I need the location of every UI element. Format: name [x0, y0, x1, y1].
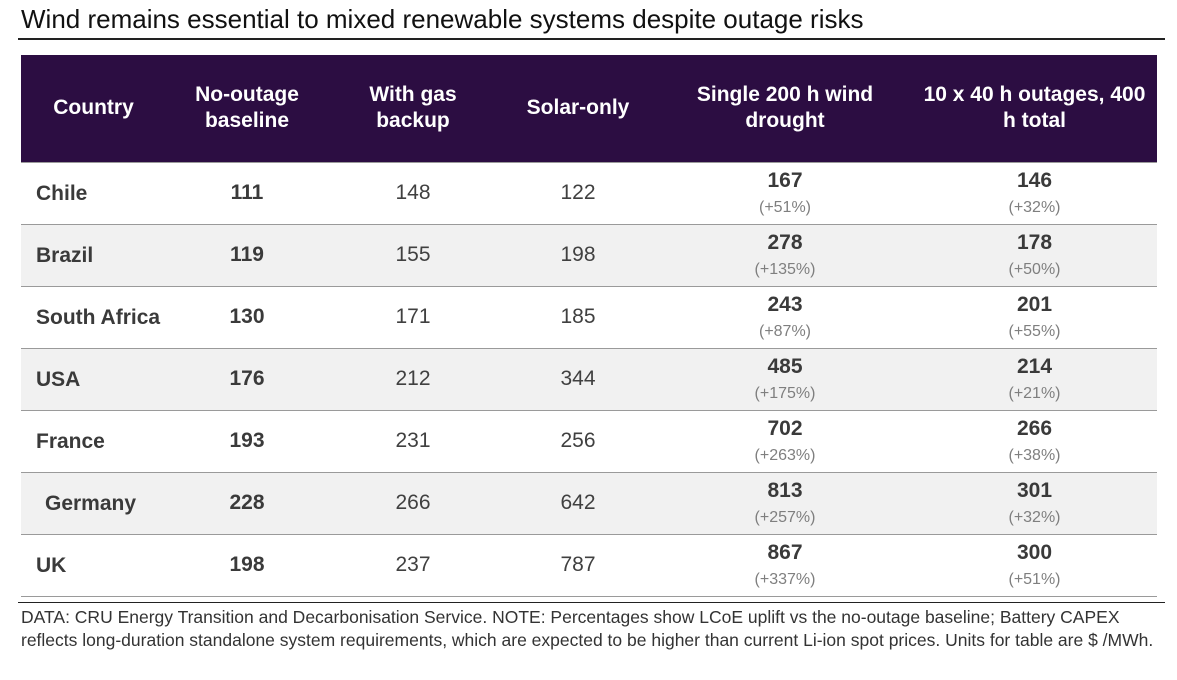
outages-value: 146: [1016, 168, 1053, 192]
baseline-cell: 130: [166, 286, 328, 349]
country-cell: France: [21, 410, 166, 473]
wind-drought-uplift: (+135%): [754, 260, 816, 278]
outages-cell: 301 (+32%): [912, 472, 1157, 535]
solar-only-cell: 185: [498, 286, 658, 349]
wind-drought-value: 278: [767, 230, 803, 254]
table-header-row: Country No-outage baseline With gas back…: [21, 55, 1157, 162]
wind-drought-cell: 243 (+87%): [658, 286, 912, 349]
title-divider: [18, 38, 1165, 40]
country-cell: USA: [21, 348, 166, 411]
column-header-gas-backup: With gas backup: [328, 55, 498, 162]
gas-backup-cell: 212: [328, 348, 498, 411]
table-row: UK 198 237 787 867 (+337%) 300 (+51%): [21, 534, 1157, 597]
wind-drought-uplift: (+51%): [758, 198, 812, 216]
baseline-cell: 198: [166, 534, 328, 597]
wind-drought-value: 813: [767, 478, 803, 502]
wind-drought-cell: 167 (+51%): [658, 161, 912, 225]
footnote-divider: [18, 602, 1165, 603]
gas-backup-cell: 231: [328, 410, 498, 473]
outages-uplift: (+51%): [1008, 570, 1061, 588]
column-header-country: Country: [21, 55, 166, 162]
wind-drought-cell: 813 (+257%): [658, 472, 912, 535]
country-cell: Brazil: [21, 224, 166, 287]
wind-drought-uplift: (+337%): [754, 570, 816, 588]
footnote: DATA: CRU Energy Transition and Decarbon…: [21, 607, 1154, 650]
baseline-cell: 176: [166, 348, 328, 411]
solar-only-cell: 256: [498, 410, 658, 473]
table-row: Germany 228 266 642 813 (+257%) 301 (+32…: [21, 472, 1157, 535]
gas-backup-cell: 266: [328, 472, 498, 535]
country-cell: UK: [21, 534, 166, 597]
column-header-wind-drought: Single 200 h wind drought: [658, 55, 912, 162]
wind-drought-uplift: (+257%): [754, 508, 816, 526]
outages-uplift: (+38%): [1008, 446, 1061, 464]
solar-only-cell: 122: [498, 161, 658, 225]
gas-backup-cell: 155: [328, 224, 498, 287]
solar-only-cell: 344: [498, 348, 658, 411]
wind-drought-uplift: (+263%): [754, 446, 816, 464]
wind-drought-uplift: (+87%): [758, 322, 812, 340]
baseline-cell: 228: [166, 472, 328, 535]
country-cell: Germany: [21, 472, 166, 535]
wind-drought-cell: 702 (+263%): [658, 410, 912, 473]
wind-drought-uplift: (+175%): [754, 384, 816, 402]
column-header-solar-only: Solar-only: [498, 55, 658, 162]
outages-value: 214: [1016, 354, 1053, 378]
wind-drought-value: 167: [767, 168, 803, 192]
outages-value: 301: [1016, 478, 1053, 502]
outages-cell: 266 (+38%): [912, 410, 1157, 473]
table-row: France 193 231 256 702 (+263%) 266 (+38%…: [21, 410, 1157, 473]
outages-value: 300: [1016, 540, 1053, 564]
chart-title: Wind remains essential to mixed renewabl…: [21, 4, 864, 34]
wind-drought-value: 485: [767, 354, 803, 378]
outages-uplift: (+32%): [1008, 198, 1061, 216]
wind-drought-value: 867: [767, 540, 803, 564]
solar-only-cell: 198: [498, 224, 658, 287]
outages-value: 266: [1016, 416, 1053, 440]
outages-uplift: (+50%): [1008, 260, 1061, 278]
wind-drought-cell: 278 (+135%): [658, 224, 912, 287]
baseline-cell: 119: [166, 224, 328, 287]
outages-uplift: (+32%): [1008, 508, 1061, 526]
cost-table: Country No-outage baseline With gas back…: [21, 55, 1157, 597]
outages-value: 178: [1016, 230, 1053, 254]
country-cell: Chile: [21, 161, 166, 225]
gas-backup-cell: 237: [328, 534, 498, 597]
gas-backup-cell: 148: [328, 161, 498, 225]
outages-cell: 300 (+51%): [912, 534, 1157, 597]
wind-drought-value: 702: [767, 416, 803, 440]
wind-drought-cell: 867 (+337%): [658, 534, 912, 597]
wind-drought-value: 243: [767, 292, 803, 316]
baseline-cell: 193: [166, 410, 328, 473]
outages-cell: 178 (+50%): [912, 224, 1157, 287]
baseline-cell: 111: [166, 161, 328, 225]
outages-cell: 201 (+55%): [912, 286, 1157, 349]
outages-cell: 146 (+32%): [912, 161, 1157, 225]
table-row: Brazil 119 155 198 278 (+135%) 178 (+50%…: [21, 224, 1157, 287]
solar-only-cell: 787: [498, 534, 658, 597]
outages-value: 201: [1016, 292, 1053, 316]
column-header-baseline: No-outage baseline: [166, 55, 328, 162]
solar-only-cell: 642: [498, 472, 658, 535]
wind-drought-cell: 485 (+175%): [658, 348, 912, 411]
country-cell: South Africa: [21, 286, 166, 349]
table-row: USA 176 212 344 485 (+175%) 214 (+21%): [21, 348, 1157, 411]
column-header-outages: 10 x 40 h outages, 400 h total: [912, 55, 1157, 162]
outages-uplift: (+55%): [1008, 322, 1061, 340]
gas-backup-cell: 171: [328, 286, 498, 349]
table-row: Chile 111 148 122 167 (+51%) 146 (+32%): [21, 161, 1157, 225]
outages-cell: 214 (+21%): [912, 348, 1157, 411]
table-row: South Africa 130 171 185 243 (+87%) 201 …: [21, 286, 1157, 349]
outages-uplift: (+21%): [1008, 384, 1061, 402]
